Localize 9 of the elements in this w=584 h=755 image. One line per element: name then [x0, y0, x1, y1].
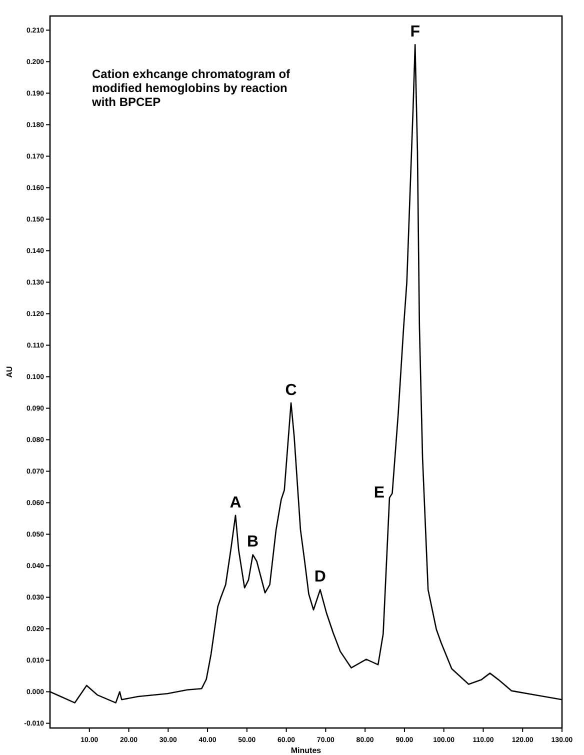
y-axis-title: AU: [5, 366, 14, 378]
annotation: F: [410, 24, 420, 41]
annotation: C: [285, 382, 298, 399]
annotation: E: [374, 484, 385, 502]
annotation: B: [247, 534, 259, 551]
annotation: D: [314, 568, 326, 586]
annotation: A: [230, 494, 242, 512]
x-axis-title: Minutes: [290, 746, 322, 755]
text: Cation exhcange chromatogram of modified hemoglobins by reaction with BPCEP: [91, 67, 292, 109]
